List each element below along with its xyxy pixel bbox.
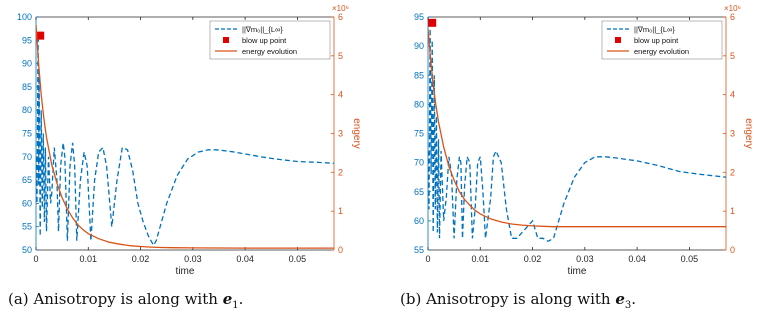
caption-a-subscript: 1 (232, 300, 239, 311)
x-tick-label: 0 (33, 254, 38, 264)
legend-box (209, 20, 331, 60)
right-y-tick-label: 5 (730, 51, 735, 61)
left-y-tick-label: 75 (414, 129, 424, 139)
left-y-tick-label: 70 (414, 158, 424, 168)
right-y-tick-label: 3 (730, 129, 735, 139)
right-y-tick-label: 6 (730, 12, 735, 22)
left-y-tick-label: 100 (17, 12, 32, 22)
legend: ||∇m₀||_{L∞}blow up point energy evolutio… (209, 20, 331, 60)
x-tick-label: 0.02 (132, 254, 150, 264)
legend: ||∇m₀||_{L∞}blow up point energy evolutio… (601, 20, 723, 60)
legend-swatch-marker (615, 37, 621, 43)
x-tick-label: 0.04 (236, 254, 254, 264)
blow-up-point-marker (36, 31, 45, 40)
right-y-exponent: ×10⁶ (724, 4, 741, 13)
caption-a-end: . (238, 290, 244, 308)
legend-entry-label: blow up point (634, 36, 679, 45)
caption-b-text: Anisotropy is along with (426, 290, 611, 308)
left-y-tick-label: 80 (414, 99, 424, 109)
caption-a-symbol: e (222, 290, 233, 308)
x-tick-label: 0.01 (472, 254, 490, 264)
right-y-tick-label: 1 (730, 206, 735, 216)
x-tick-label: 0.05 (289, 254, 307, 264)
gradient-norm-series-line (36, 35, 334, 247)
energy-evolution-series-line (36, 24, 334, 249)
legend-entry-label: blow up point (242, 36, 287, 45)
caption-b-end: . (631, 290, 637, 308)
x-tick-label: 0.03 (576, 254, 594, 264)
x-tick-label: 0.03 (184, 254, 202, 264)
right-y-tick-label: 2 (730, 167, 735, 177)
left-y-tick-label: 65 (22, 175, 32, 185)
legend-entry-label: energy evolution (634, 47, 689, 56)
legend-swatch-marker (223, 37, 229, 43)
blow-up-point-marker (428, 18, 437, 27)
x-axis-label: time (568, 266, 587, 277)
left-y-tick-label: 95 (414, 12, 424, 22)
gradient-norm-series-line (428, 28, 726, 243)
x-tick-label: 0.05 (681, 254, 699, 264)
caption-b-symbol: e (615, 290, 625, 308)
x-tick-label: 0.04 (628, 254, 646, 264)
right-y-tick-label: 5 (338, 51, 343, 61)
caption-a-text: Anisotropy is along with (33, 290, 218, 308)
left-y-tick-label: 85 (414, 70, 424, 80)
right-y-exponent: ×10⁶ (332, 4, 349, 13)
left-y-tick-label: 80 (22, 105, 32, 115)
x-tick-label: 0 (425, 254, 430, 264)
right-y-tick-label: 0 (338, 245, 343, 255)
plot-area (428, 18, 726, 243)
legend-entry-label: energy evolution (242, 47, 297, 56)
right-y-axis-label: engery (351, 118, 362, 149)
left-y-tick-label: 90 (414, 41, 424, 51)
x-tick-label: 0.02 (524, 254, 542, 264)
x-tick-label: 0.01 (80, 254, 98, 264)
legend-entry-label: ||∇m₀||_{L∞} (242, 25, 283, 34)
right-y-tick-label: 0 (730, 245, 735, 255)
plot-area (36, 24, 334, 249)
right-y-tick-label: 3 (338, 129, 343, 139)
left-y-tick-label: 75 (22, 129, 32, 139)
left-y-tick-label: 60 (414, 216, 424, 226)
caption-a-label: (a) (8, 290, 29, 308)
chart-b: 0 0.01 0.02 0.03 0.04 0.05time556065707580859… (414, 4, 754, 277)
caption-b: (b) Anisotropy is along with e3. (400, 290, 636, 311)
left-y-tick-label: 55 (414, 245, 424, 255)
right-y-tick-label: 2 (338, 167, 343, 177)
right-y-tick-label: 6 (338, 12, 343, 22)
left-y-tick-label: 85 (22, 82, 32, 92)
left-y-tick-label: 50 (22, 245, 32, 255)
right-y-tick-label: 4 (338, 90, 343, 100)
chart-a: 0 0.01 0.02 0.03 0.04 0.05time505560657075808… (17, 4, 362, 277)
caption-b-subscript: 3 (624, 300, 632, 311)
right-y-axis-label: engery (743, 118, 754, 149)
right-y-tick-label: 1 (338, 206, 343, 216)
right-y-tick-label: 4 (730, 90, 735, 100)
legend-box (601, 20, 723, 60)
left-y-tick-label: 55 (22, 222, 32, 232)
caption-a: (a) Anisotropy is along with e1. (8, 290, 243, 311)
legend-entry-label: ||∇m₀||_{L∞} (634, 25, 675, 34)
caption-b-label: (b) (400, 290, 422, 308)
left-y-tick-label: 95 (22, 35, 32, 45)
left-y-tick-label: 65 (414, 187, 424, 197)
left-y-tick-label: 90 (22, 59, 32, 69)
energy-evolution-series-line (428, 28, 726, 228)
left-y-tick-label: 60 (22, 198, 32, 208)
x-axis-label: time (176, 266, 195, 277)
left-y-tick-label: 70 (22, 152, 32, 162)
